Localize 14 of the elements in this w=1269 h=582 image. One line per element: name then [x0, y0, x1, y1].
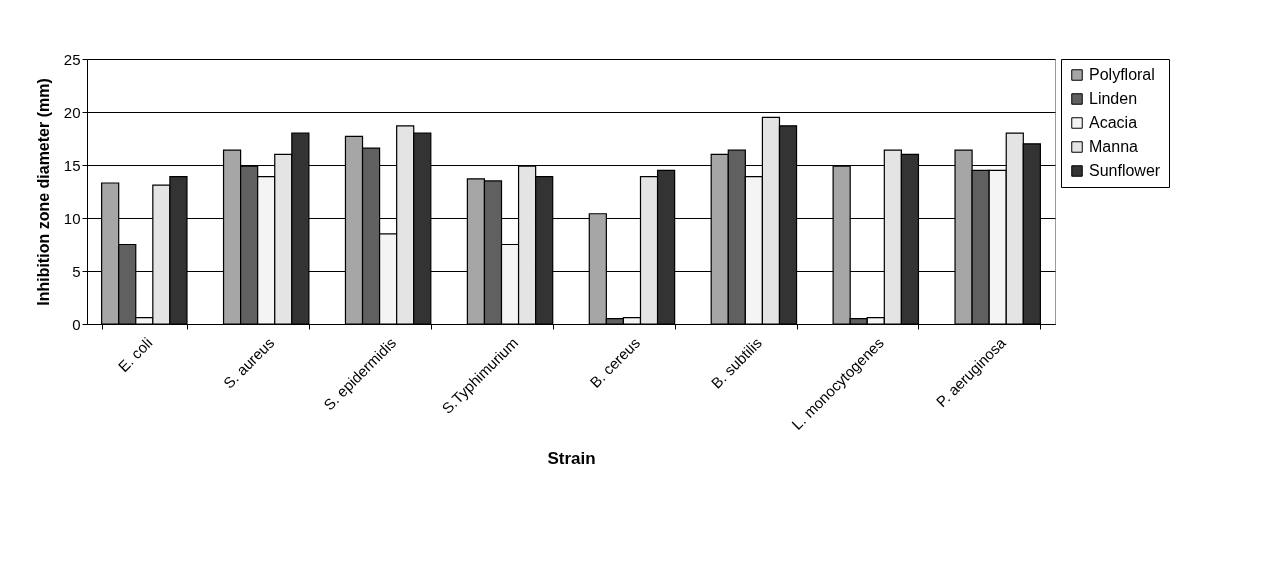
y-tick-label: 25 [63, 50, 81, 68]
y-tick-label: 15 [63, 156, 81, 174]
y-tick-label: 10 [63, 209, 81, 227]
legend-label: Acacia [1089, 114, 1138, 131]
legend-label: Linden [1089, 90, 1138, 107]
legend-label: Polyfloral [1089, 66, 1155, 83]
y-axis-title: Inhibition zone diameter (mm) [34, 78, 52, 306]
y-tick-label: 5 [72, 262, 81, 280]
y-tick-label: 20 [63, 103, 81, 121]
legend-label: Sunflower [1089, 162, 1161, 179]
x-tick-label: E. coli [114, 334, 156, 375]
x-axis-title: Strain [547, 448, 596, 468]
y-tick-label: 0 [72, 315, 81, 333]
legend-label: Manna [1089, 138, 1139, 155]
